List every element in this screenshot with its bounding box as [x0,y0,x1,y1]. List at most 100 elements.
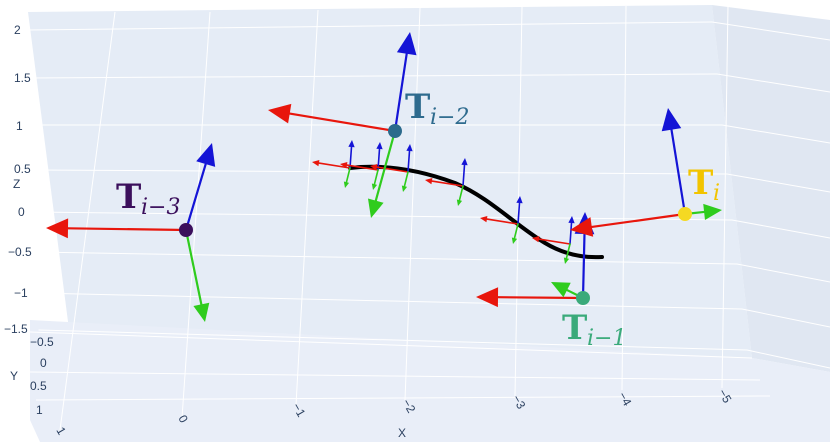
floor-plane [30,320,830,442]
small-z-axis-shaft [349,146,353,169]
small-z-axis [406,144,413,173]
z-axis-ticks: 2 1.5 1 0.5 0 −0.5 −1 −1.5 [4,23,32,336]
y-tick-label: 0 [40,356,47,370]
pose-label-subscript: i−3 [141,195,180,220]
z-tick-label: −0.5 [8,245,32,259]
pose-x-axis-head [570,217,594,237]
pose-x-axis-head [46,218,69,239]
x-tick-label: −4 [615,390,634,409]
small-x-axis [425,177,464,187]
y-tick-label: 1 [36,403,43,417]
pose-y-axis-shaft [184,228,203,306]
back-wall [28,5,752,430]
small-y-axis-shaft [513,223,519,239]
pose-origin-marker [179,223,193,237]
small-y-axis [456,185,464,206]
small-x-axis-shaft [318,162,351,169]
z-tick-label: 0.5 [14,162,31,176]
small-y-axis-shaft [373,169,379,185]
x-tick-label: −1 [289,401,308,420]
pose-x-axis-head [268,103,292,124]
pose-z-axis [184,143,216,232]
floor-edge [29,331,753,359]
pose-x-axis-shaft [288,112,397,133]
small-z-axis-head [568,216,575,224]
small-z-axis-head [406,144,413,152]
small-x-axis [370,163,409,173]
x-gridline [295,9,319,406]
intermediate-frame [370,144,413,192]
small-y-axis-shaft [458,185,464,201]
z-tick-label: 0 [18,205,25,219]
small-x-axis-shaft [431,180,464,187]
z-gridline [33,211,733,221]
pose-label-subscript: i−1 [587,326,626,351]
pose-z-axis-shaft [184,162,207,232]
x-gridline [59,11,116,431]
pose-z-axis-head [196,143,216,167]
small-y-axis [401,171,409,192]
intermediate-frame [480,196,523,244]
pose-x-axis-shaft [66,227,188,232]
z-axis-title: Z [13,177,20,191]
z-gridline-side [711,21,830,41]
pose-z-axis-shaft [581,232,586,300]
z-gridline-side [736,263,830,283]
z-tick-label: 1.5 [14,71,31,85]
x-axis-title: X [398,426,406,440]
scene-walls [28,5,830,442]
small-y-axis-head [511,237,518,244]
z-gridline [32,169,728,175]
small-z-axis-shaft [462,164,466,187]
small-y-axis-shaft [403,171,409,187]
pose-origin-marker [388,124,402,138]
intermediate-frame [532,216,575,264]
z-gridline-side [731,219,830,239]
small-y-axis [371,169,379,190]
z-gridline-side [741,308,830,328]
z-tick-label: −1 [14,286,28,300]
z-gridline-side [746,349,830,369]
small-z-axis [516,196,523,225]
x-gridline [404,7,421,401]
pose-origin-marker [576,291,590,305]
small-x-axis-head [480,215,488,223]
pose-x-axis [476,287,585,308]
y-tick-label: −0.5 [30,335,54,349]
floor-gridline [35,395,771,401]
pose-z-axis-head [396,32,417,56]
small-x-axis-head [425,177,433,185]
pose-label: T [116,177,141,217]
z-gridline [29,73,718,79]
intermediate-frame [312,140,355,188]
small-y-axis [563,243,571,264]
small-y-axis-head [371,183,378,190]
pose-z-axis-head [661,108,682,132]
small-y-axis [511,223,519,244]
small-x-axis [480,215,519,225]
small-y-axis-head [401,185,408,192]
pose-label: T [688,163,713,203]
pose-x-axis [46,218,188,239]
x-gridline [721,4,729,389]
pose-label: T [562,308,587,348]
small-y-axis-shaft [565,243,571,259]
z-gridline [38,329,748,351]
y-tick-label: 0.5 [30,379,47,393]
pose-y-axis-shaft [374,129,397,202]
pose-y-axis-head [551,282,571,298]
pose-y-axis [184,228,210,322]
small-y-axis-head [456,199,463,206]
intermediate-frames [312,140,575,264]
floor-gridline [29,371,761,381]
z-tick-label: −1.5 [4,322,28,336]
small-x-axis [532,235,571,245]
small-z-axis-head [376,142,383,150]
z-gridline-side [716,73,830,93]
small-y-axis-shaft [345,167,351,183]
small-z-axis [461,158,468,187]
small-x-axis-head [532,235,540,243]
